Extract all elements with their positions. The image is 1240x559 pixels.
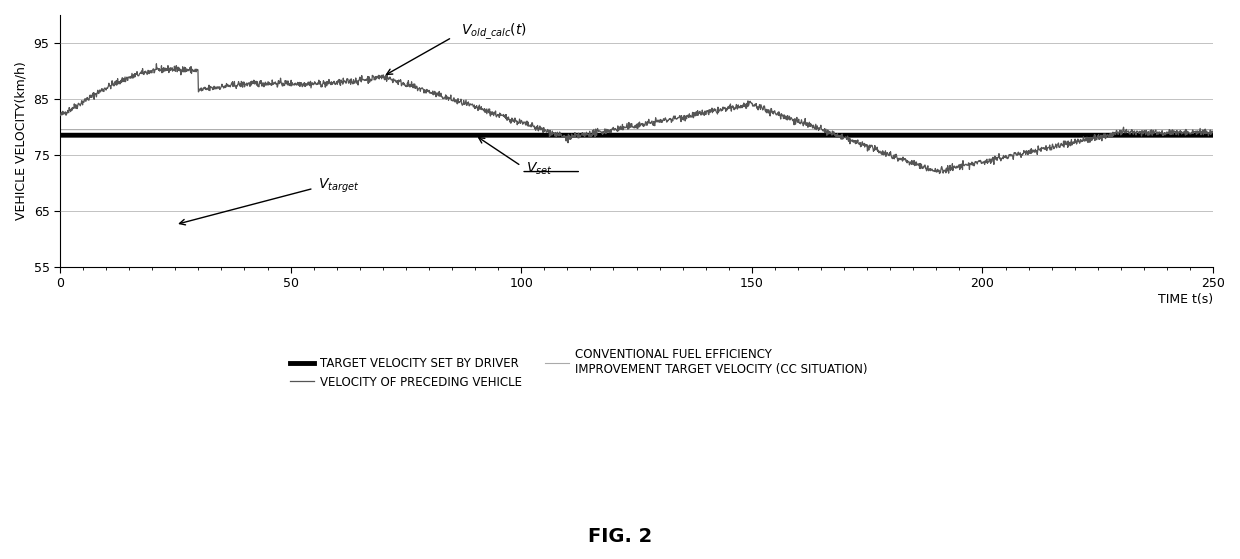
Text: $V_{set}$: $V_{set}$: [526, 160, 553, 177]
Text: FIG. 2: FIG. 2: [588, 527, 652, 546]
Y-axis label: VEHICLE VELOCITY(km/h): VEHICLE VELOCITY(km/h): [15, 61, 29, 220]
Legend: TARGET VELOCITY SET BY DRIVER, VELOCITY OF PRECEDING VEHICLE, CONVENTIONAL FUEL : TARGET VELOCITY SET BY DRIVER, VELOCITY …: [285, 343, 872, 394]
Text: $V_{target}$: $V_{target}$: [319, 177, 360, 195]
X-axis label: TIME t(s): TIME t(s): [1158, 293, 1213, 306]
Text: $V_{old\_calc}(t)$: $V_{old\_calc}(t)$: [461, 22, 527, 42]
